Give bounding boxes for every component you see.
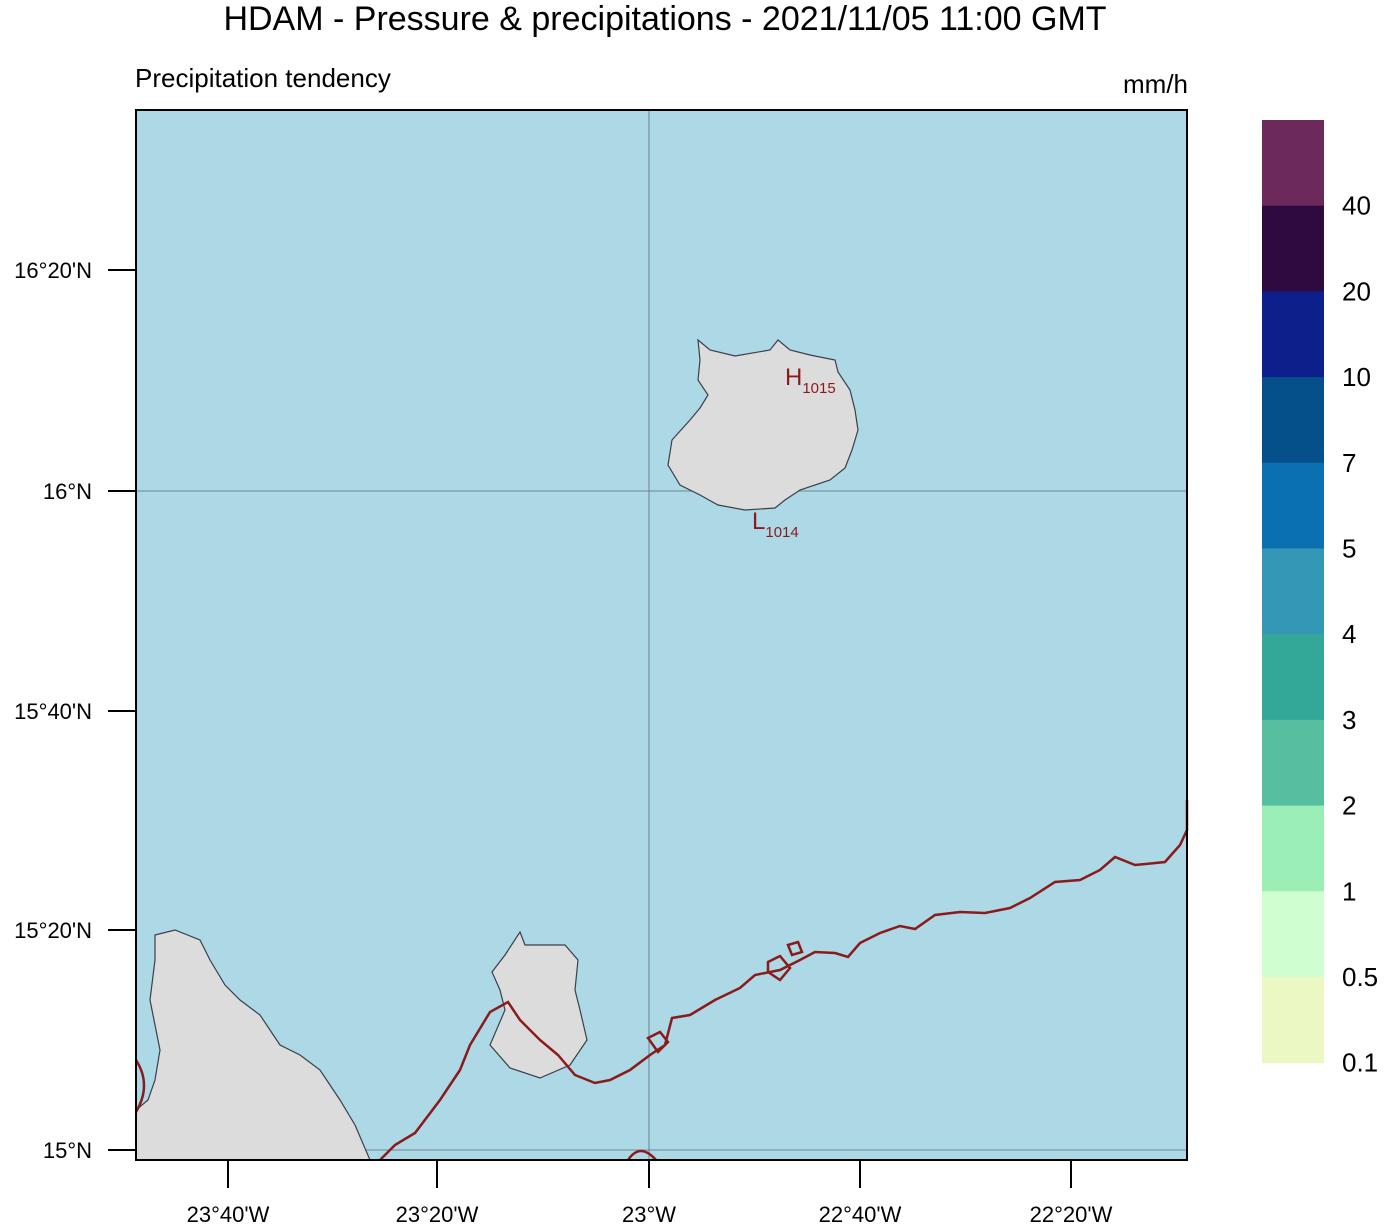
colorbar-label: 3 (1342, 705, 1356, 735)
colorbar-swatch (1262, 120, 1324, 207)
colorbar-swatch (1262, 291, 1324, 378)
pressure-value: 1014 (765, 524, 798, 541)
colorbar-swatch (1262, 719, 1324, 807)
isobar (626, 1149, 657, 1161)
lat-label: 16°N (43, 479, 92, 504)
colorbar-label: 40 (1342, 191, 1371, 221)
isobar (766, 954, 792, 982)
colorbar-label: 4 (1342, 619, 1356, 649)
lat-label: 16°20'N (14, 258, 92, 283)
colorbar-label: 20 (1342, 276, 1371, 306)
subtitle: Precipitation tendency (135, 63, 391, 93)
title: HDAM - Pressure & precipitations - 2021/… (223, 0, 1106, 38)
colorbar-swatch (1262, 634, 1324, 721)
lat-label: 15°20'N (14, 918, 92, 943)
colorbar-swatch (1262, 977, 1324, 1064)
colorbar-label: 7 (1342, 448, 1356, 478)
colorbar-swatch (1262, 891, 1324, 978)
pressure-symbol: H (785, 364, 802, 391)
lon-label: 22°20'W (1030, 1202, 1113, 1225)
colorbar-label: 5 (1342, 534, 1356, 564)
island (489, 930, 588, 1079)
lon-label: 23°W (622, 1202, 676, 1225)
colorbar-label: 10 (1342, 362, 1371, 392)
isobar (134, 1059, 146, 1113)
colorbar-swatch (1262, 805, 1324, 892)
map-frame (135, 109, 1188, 1161)
colorbar-swatch (1262, 462, 1324, 549)
colorbar-swatch (1262, 205, 1324, 292)
island (667, 338, 859, 511)
pressure-label: H1015 (785, 364, 836, 397)
pressure-label: L1014 (752, 508, 799, 541)
lon-label: 22°40'W (819, 1202, 902, 1225)
pressure-symbol: L (752, 508, 765, 535)
colorbar-label: 1 (1342, 876, 1356, 906)
lat-label: 15°N (43, 1138, 92, 1163)
isobar (379, 800, 1189, 1161)
unit: mm/h (1123, 69, 1188, 99)
pressure-value: 1015 (802, 380, 835, 397)
colorbar-swatch (1262, 377, 1324, 464)
lon-label: 23°40'W (187, 1202, 270, 1225)
sea (136, 110, 1187, 1160)
colorbar-label: 2 (1342, 791, 1356, 821)
colorbar-label: 0.5 (1342, 962, 1378, 992)
lon-label: 23°20'W (396, 1202, 479, 1225)
lat-label: 15°40'N (14, 699, 92, 724)
colorbar-swatch (1262, 548, 1324, 635)
island (135, 929, 371, 1161)
isobar (786, 940, 804, 957)
isobar (646, 1030, 670, 1054)
colorbar-label: 0.1 (1342, 1048, 1378, 1078)
